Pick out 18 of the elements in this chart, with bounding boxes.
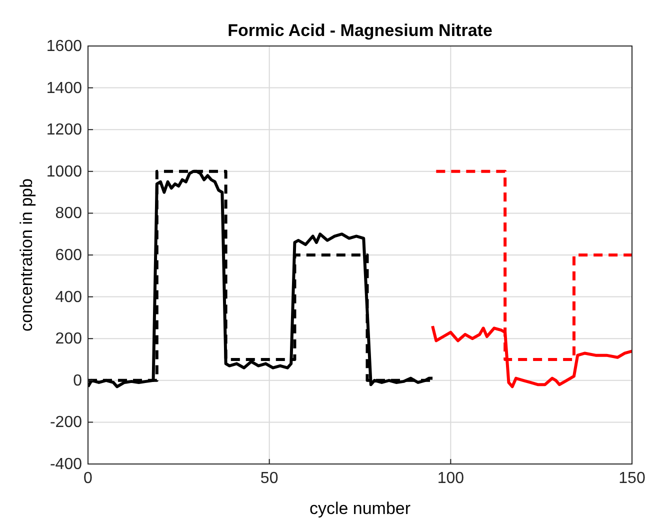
y-tick-label: 0 (73, 372, 82, 390)
y-tick-label: 1000 (46, 163, 82, 180)
x-tick-label: 150 (618, 470, 646, 487)
y-tick-label: -200 (50, 414, 82, 432)
y-tick-label: 600 (55, 247, 82, 264)
x-tick-label: 100 (437, 470, 464, 487)
y-tick-label: 1200 (46, 122, 82, 139)
y-tick-label: 800 (55, 205, 82, 222)
y-tick-label: 200 (55, 330, 82, 348)
chart-title: Formic Acid - Magnesium Nitrate (228, 21, 492, 40)
y-tick-label: 1400 (46, 80, 82, 97)
x-axis-title: cycle number (309, 499, 411, 518)
y-tick-label: 400 (55, 288, 82, 306)
y-tick-label: -400 (50, 456, 82, 473)
x-tick-label: 0 (84, 470, 93, 487)
y-tick-label: 1600 (46, 38, 82, 55)
y-axis-title: concentration in ppb (17, 178, 36, 332)
x-tick-label: 50 (260, 470, 278, 487)
